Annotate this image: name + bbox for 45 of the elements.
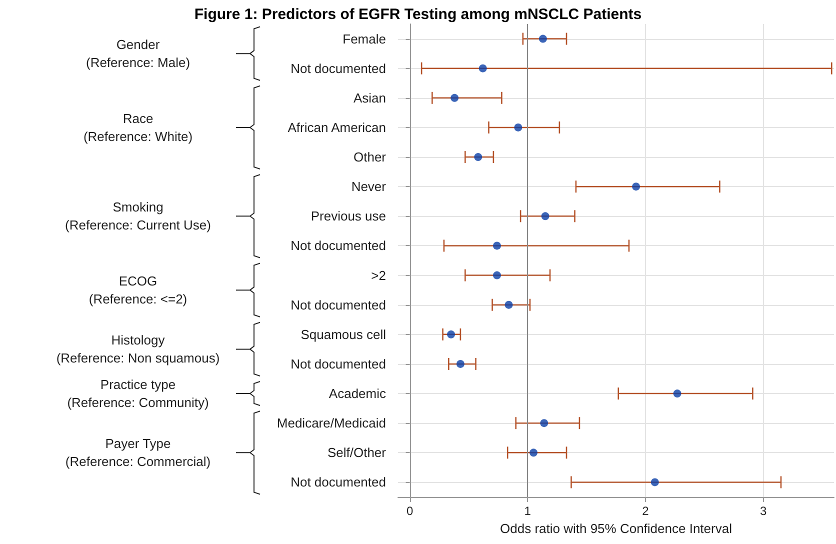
text: Payer Type (Reference: Commercial): [65, 436, 211, 470]
point: [492, 271, 501, 280]
point: [478, 64, 487, 72]
text: ECOG (Reference: <=2): [88, 274, 188, 307]
point: [474, 153, 482, 162]
point: [456, 360, 464, 368]
y-tick-label: Not documented: [290, 60, 386, 76]
x-tick-label: 1: [524, 504, 532, 518]
chart-title: Figure 1: Predictors of EGFR Testing among mNSCLC Patients: [194, 6, 642, 23]
y-tick-label: Not documented: [290, 238, 386, 254]
point: [632, 182, 640, 191]
text: Practice type (Reference: Community): [67, 377, 209, 410]
y-tick-label: Not documented: [290, 474, 386, 490]
y-tick-label: Other: [353, 150, 387, 165]
y-tick-label: Asian: [353, 90, 386, 106]
y-tick-label: Previous use: [310, 208, 386, 224]
x-axis-title: Odds ratio with 95% Confidence Interval: [500, 520, 732, 536]
x-tick-label: 0: [406, 504, 414, 518]
y-tick-label: Never: [351, 179, 387, 194]
y-tick-label: Medicare/Medicaid: [276, 416, 386, 431]
point: [673, 390, 682, 398]
point: [447, 330, 456, 338]
y-tick-label: Squamous cell: [300, 326, 386, 342]
text: Smoking (Reference: Current Use): [65, 200, 211, 233]
x-tick-label: 3: [760, 504, 767, 518]
point: [504, 300, 513, 309]
point: [492, 242, 501, 250]
point: [650, 478, 659, 486]
point: [540, 419, 548, 428]
point: [530, 448, 538, 457]
y-tick-label: Self/Other: [327, 445, 387, 460]
text: Gender (Reference: Male): [86, 37, 190, 70]
y-tick-label: Not documented: [290, 297, 386, 312]
y-tick-label: African American: [288, 120, 386, 135]
x-tick-label: 2: [642, 504, 650, 518]
text: Histology (Reference: Non squamous): [56, 332, 220, 366]
y-tick-label: Not documented: [290, 356, 386, 372]
y-tick-label: Female: [342, 31, 386, 46]
y-tick-label: >2: [371, 268, 386, 283]
point: [538, 34, 547, 43]
text: Race (Reference: White): [83, 110, 193, 144]
point: [450, 94, 459, 102]
y-tick-label: Academic: [328, 386, 386, 402]
point: [541, 212, 550, 220]
point: [514, 123, 522, 132]
